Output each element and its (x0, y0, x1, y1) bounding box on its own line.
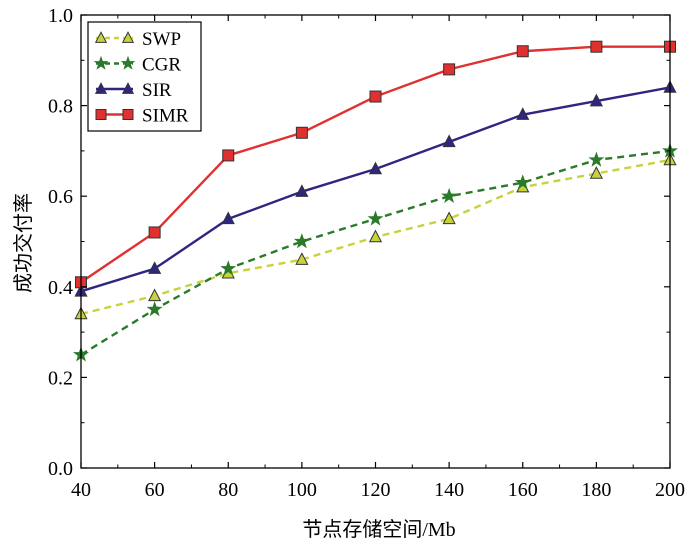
data-point-simr (516, 45, 529, 58)
series-cgr (73, 142, 678, 362)
x-tick-label: 200 (655, 479, 685, 501)
data-point-swp (368, 229, 383, 243)
legend-entry-swp: SWP (94, 29, 181, 50)
x-tick-label: 100 (287, 479, 317, 501)
data-point-simr (222, 149, 235, 162)
legend-marker-sir (121, 82, 135, 94)
plot-area (73, 40, 678, 362)
legend-label-swp: SWP (142, 29, 181, 50)
y-tick-label: 1.0 (48, 5, 73, 27)
data-point-cgr (588, 151, 605, 167)
legend-box (87, 21, 202, 132)
data-point-sir (589, 93, 603, 107)
data-point-swp (442, 211, 456, 225)
y-tick-label: 0.4 (48, 277, 73, 299)
data-point-sir (368, 161, 383, 175)
data-point-simr (443, 63, 456, 76)
y-tick-label: 0.0 (48, 458, 73, 480)
legend-entry-cgr: CGR (93, 55, 181, 76)
x-axis-title: 节点存储空间/Mb (302, 518, 455, 541)
y-tick-label: 0.2 (48, 367, 73, 389)
legend-marker-simr (122, 109, 134, 120)
legend-entry-sir: SIR (94, 80, 172, 101)
x-tick-label: 180 (581, 479, 611, 501)
data-point-sir (295, 184, 309, 197)
data-point-cgr (293, 233, 310, 249)
x-tick-label: 120 (361, 479, 391, 501)
data-point-sir (516, 107, 530, 120)
data-point-simr (148, 226, 161, 239)
series-swp (74, 152, 677, 320)
data-point-simr (590, 40, 603, 53)
data-point-swp (589, 166, 603, 179)
y-axis-title: 成功交付率 (12, 193, 35, 293)
x-tick-label: 140 (434, 479, 464, 501)
data-point-swp (148, 288, 162, 302)
data-point-simr (295, 126, 308, 139)
legend-marker-cgr (93, 55, 109, 70)
legend-marker-swp (94, 31, 108, 43)
legend-marker-cgr (120, 55, 136, 70)
data-point-cgr (367, 210, 384, 226)
legend-marker-swp (121, 31, 135, 43)
x-tick-label: 160 (508, 479, 538, 501)
legend-marker-simr (95, 109, 107, 120)
axes: 40 60 80 100 120 140 160 180 200 0.0 0.2 0.4 0.6 0.8 1… (48, 5, 685, 501)
legend-label-simr: SIMR (142, 106, 189, 127)
data-point-simr (369, 90, 382, 103)
data-point-sir (221, 211, 235, 225)
series-line-cgr (80, 149, 671, 356)
data-point-cgr (514, 174, 531, 190)
legend-label-cgr: CGR (142, 55, 181, 76)
x-tick-label: 40 (71, 479, 91, 501)
y-tick-label: 0.6 (48, 186, 73, 208)
legend-marker-sir (94, 82, 108, 94)
data-point-cgr (441, 187, 458, 203)
data-point-cgr (146, 301, 163, 317)
x-tick-label: 80 (218, 479, 238, 501)
x-tick-label: 60 (145, 479, 165, 501)
legend: SWP CGR SIR SIMR (87, 21, 202, 132)
legend-label-sir: SIR (142, 80, 172, 101)
legend-entry-simr: SIMR (95, 106, 189, 127)
data-point-swp (295, 252, 309, 265)
data-point-cgr (220, 260, 237, 276)
y-tick-label: 0.8 (48, 96, 73, 118)
data-point-sir (148, 261, 162, 274)
data-point-sir (442, 134, 456, 148)
